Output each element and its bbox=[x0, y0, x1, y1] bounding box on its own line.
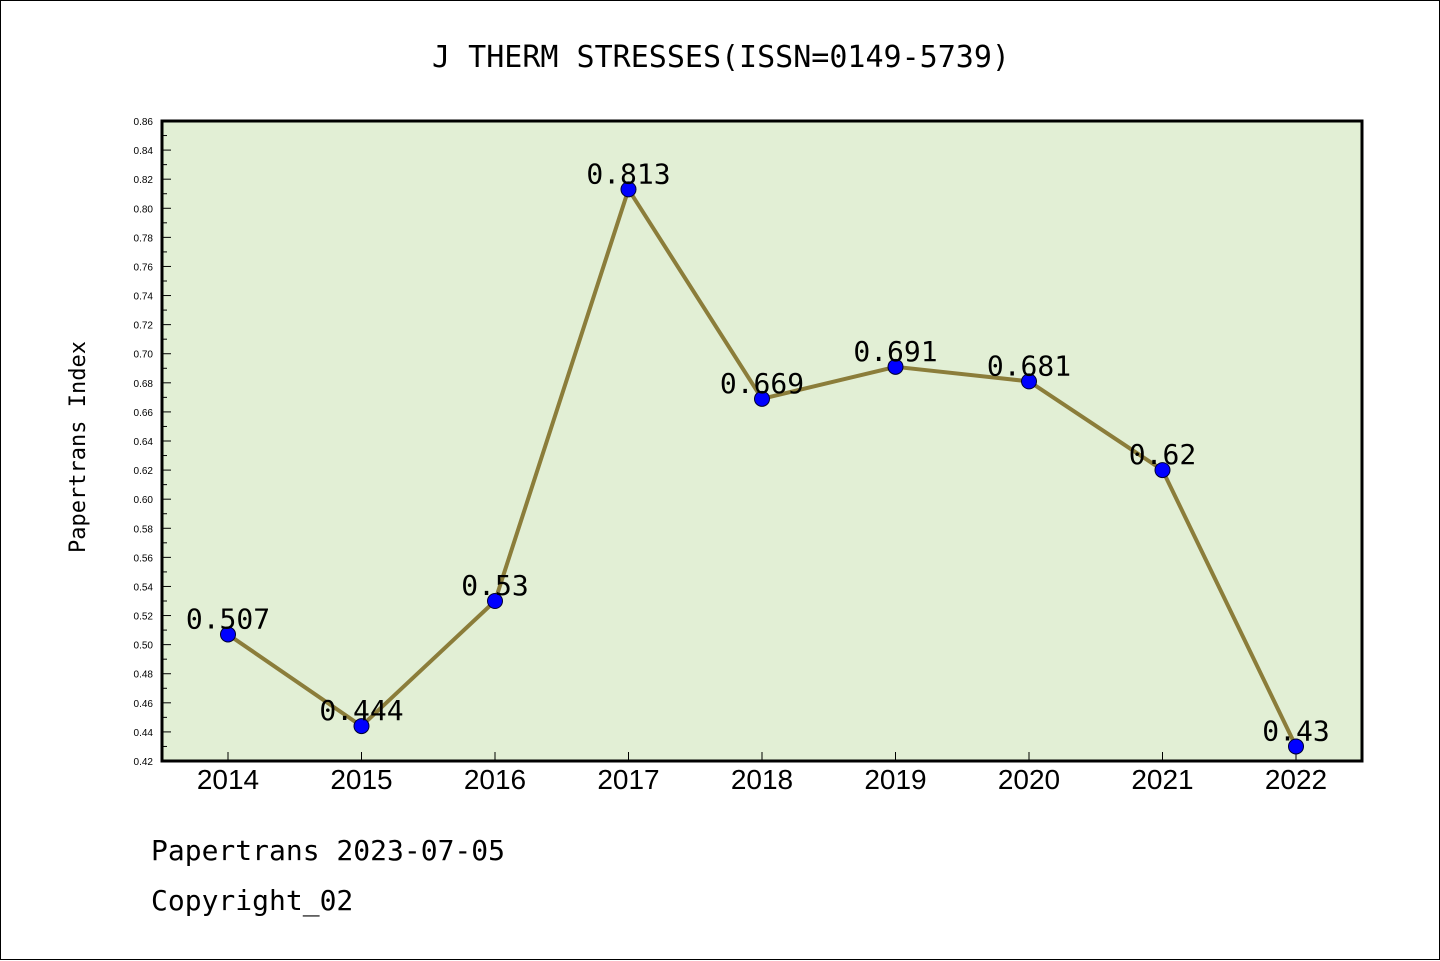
y-tick-label: 0.76 bbox=[134, 262, 154, 273]
y-tick-label: 0.46 bbox=[134, 699, 154, 710]
data-label: 0.681 bbox=[987, 349, 1071, 382]
y-tick-label: 0.80 bbox=[134, 204, 154, 215]
data-point bbox=[487, 593, 503, 609]
y-tick-label: 0.86 bbox=[134, 117, 154, 128]
data-label: 0.507 bbox=[186, 602, 270, 635]
y-tick-label: 0.70 bbox=[134, 350, 154, 361]
data-point bbox=[353, 718, 370, 735]
y-tick-label: 0.66 bbox=[134, 408, 154, 419]
x-tick-label: 2020 bbox=[998, 764, 1060, 795]
data-label: 0.53 bbox=[461, 569, 528, 602]
y-tick-label: 0.48 bbox=[134, 670, 154, 681]
data-labels: 0.507 0.444 0.53 0.813 0.669 0.691 0.681 0.62 0.… bbox=[186, 157, 1330, 747]
x-tick-label: 2019 bbox=[864, 764, 926, 795]
chart-title: J THERM STRESSES(ISSN=0149-5739) bbox=[432, 40, 1010, 75]
data-label: 0.669 bbox=[720, 367, 804, 400]
data-point bbox=[754, 390, 770, 407]
x-tick-label: 2016 bbox=[464, 764, 526, 795]
footer-copyright: Copyright_02 bbox=[151, 884, 354, 917]
data-label: 0.691 bbox=[853, 335, 937, 368]
y-tick-label: 0.68 bbox=[134, 379, 154, 390]
data-label: 0.813 bbox=[586, 157, 670, 190]
y-tick-label: 0.64 bbox=[134, 437, 154, 448]
x-tick-label: 2014 bbox=[197, 764, 259, 795]
data-point bbox=[620, 181, 637, 198]
data-point bbox=[220, 626, 236, 643]
y-tick-label: 0.62 bbox=[134, 466, 154, 477]
data-point bbox=[1021, 373, 1037, 390]
y-tick-label: 0.84 bbox=[134, 146, 154, 157]
footer-date: Papertrans 2023-07-05 bbox=[151, 834, 506, 867]
y-tick-label: 0.44 bbox=[134, 728, 154, 739]
data-point bbox=[1288, 738, 1304, 755]
x-tick-label: 2021 bbox=[1131, 764, 1193, 795]
y-tick-label: 0.60 bbox=[134, 495, 154, 506]
x-axis-ticks: 2014 2015 2016 2017 2018 2019 2020 2021 2022 bbox=[197, 752, 1327, 795]
x-tick-label: 2017 bbox=[597, 764, 659, 795]
data-label: 0.444 bbox=[319, 694, 403, 727]
y-tick-label: 0.56 bbox=[134, 553, 154, 564]
y-tick-label: 0.58 bbox=[134, 524, 154, 535]
series-markers bbox=[220, 181, 1304, 755]
data-point bbox=[1154, 462, 1171, 479]
data-label: 0.62 bbox=[1129, 438, 1196, 471]
y-axis-label: Papertrans Index bbox=[66, 341, 91, 553]
y-tick-label: 0.72 bbox=[134, 321, 154, 332]
y-tick-label: 0.78 bbox=[134, 233, 154, 244]
y-tick-label: 0.52 bbox=[134, 612, 154, 623]
plot-area bbox=[160, 119, 1364, 763]
x-tick-label: 2022 bbox=[1265, 764, 1327, 795]
y-axis-ticks: 0.42 0.44 0.46 0.48 0.50 0.52 0.54 0.56 0.58 0.60… bbox=[134, 117, 171, 768]
y-tick-label: 0.42 bbox=[134, 757, 154, 768]
y-tick-label: 0.74 bbox=[134, 292, 154, 303]
y-tick-label: 0.54 bbox=[134, 582, 154, 593]
y-tick-label: 0.50 bbox=[134, 641, 154, 652]
data-point bbox=[887, 358, 904, 375]
x-tick-label: 2018 bbox=[731, 764, 793, 795]
data-label: 0.43 bbox=[1262, 714, 1329, 747]
y-tick-label: 0.82 bbox=[134, 175, 154, 186]
x-tick-label: 2015 bbox=[330, 764, 392, 795]
